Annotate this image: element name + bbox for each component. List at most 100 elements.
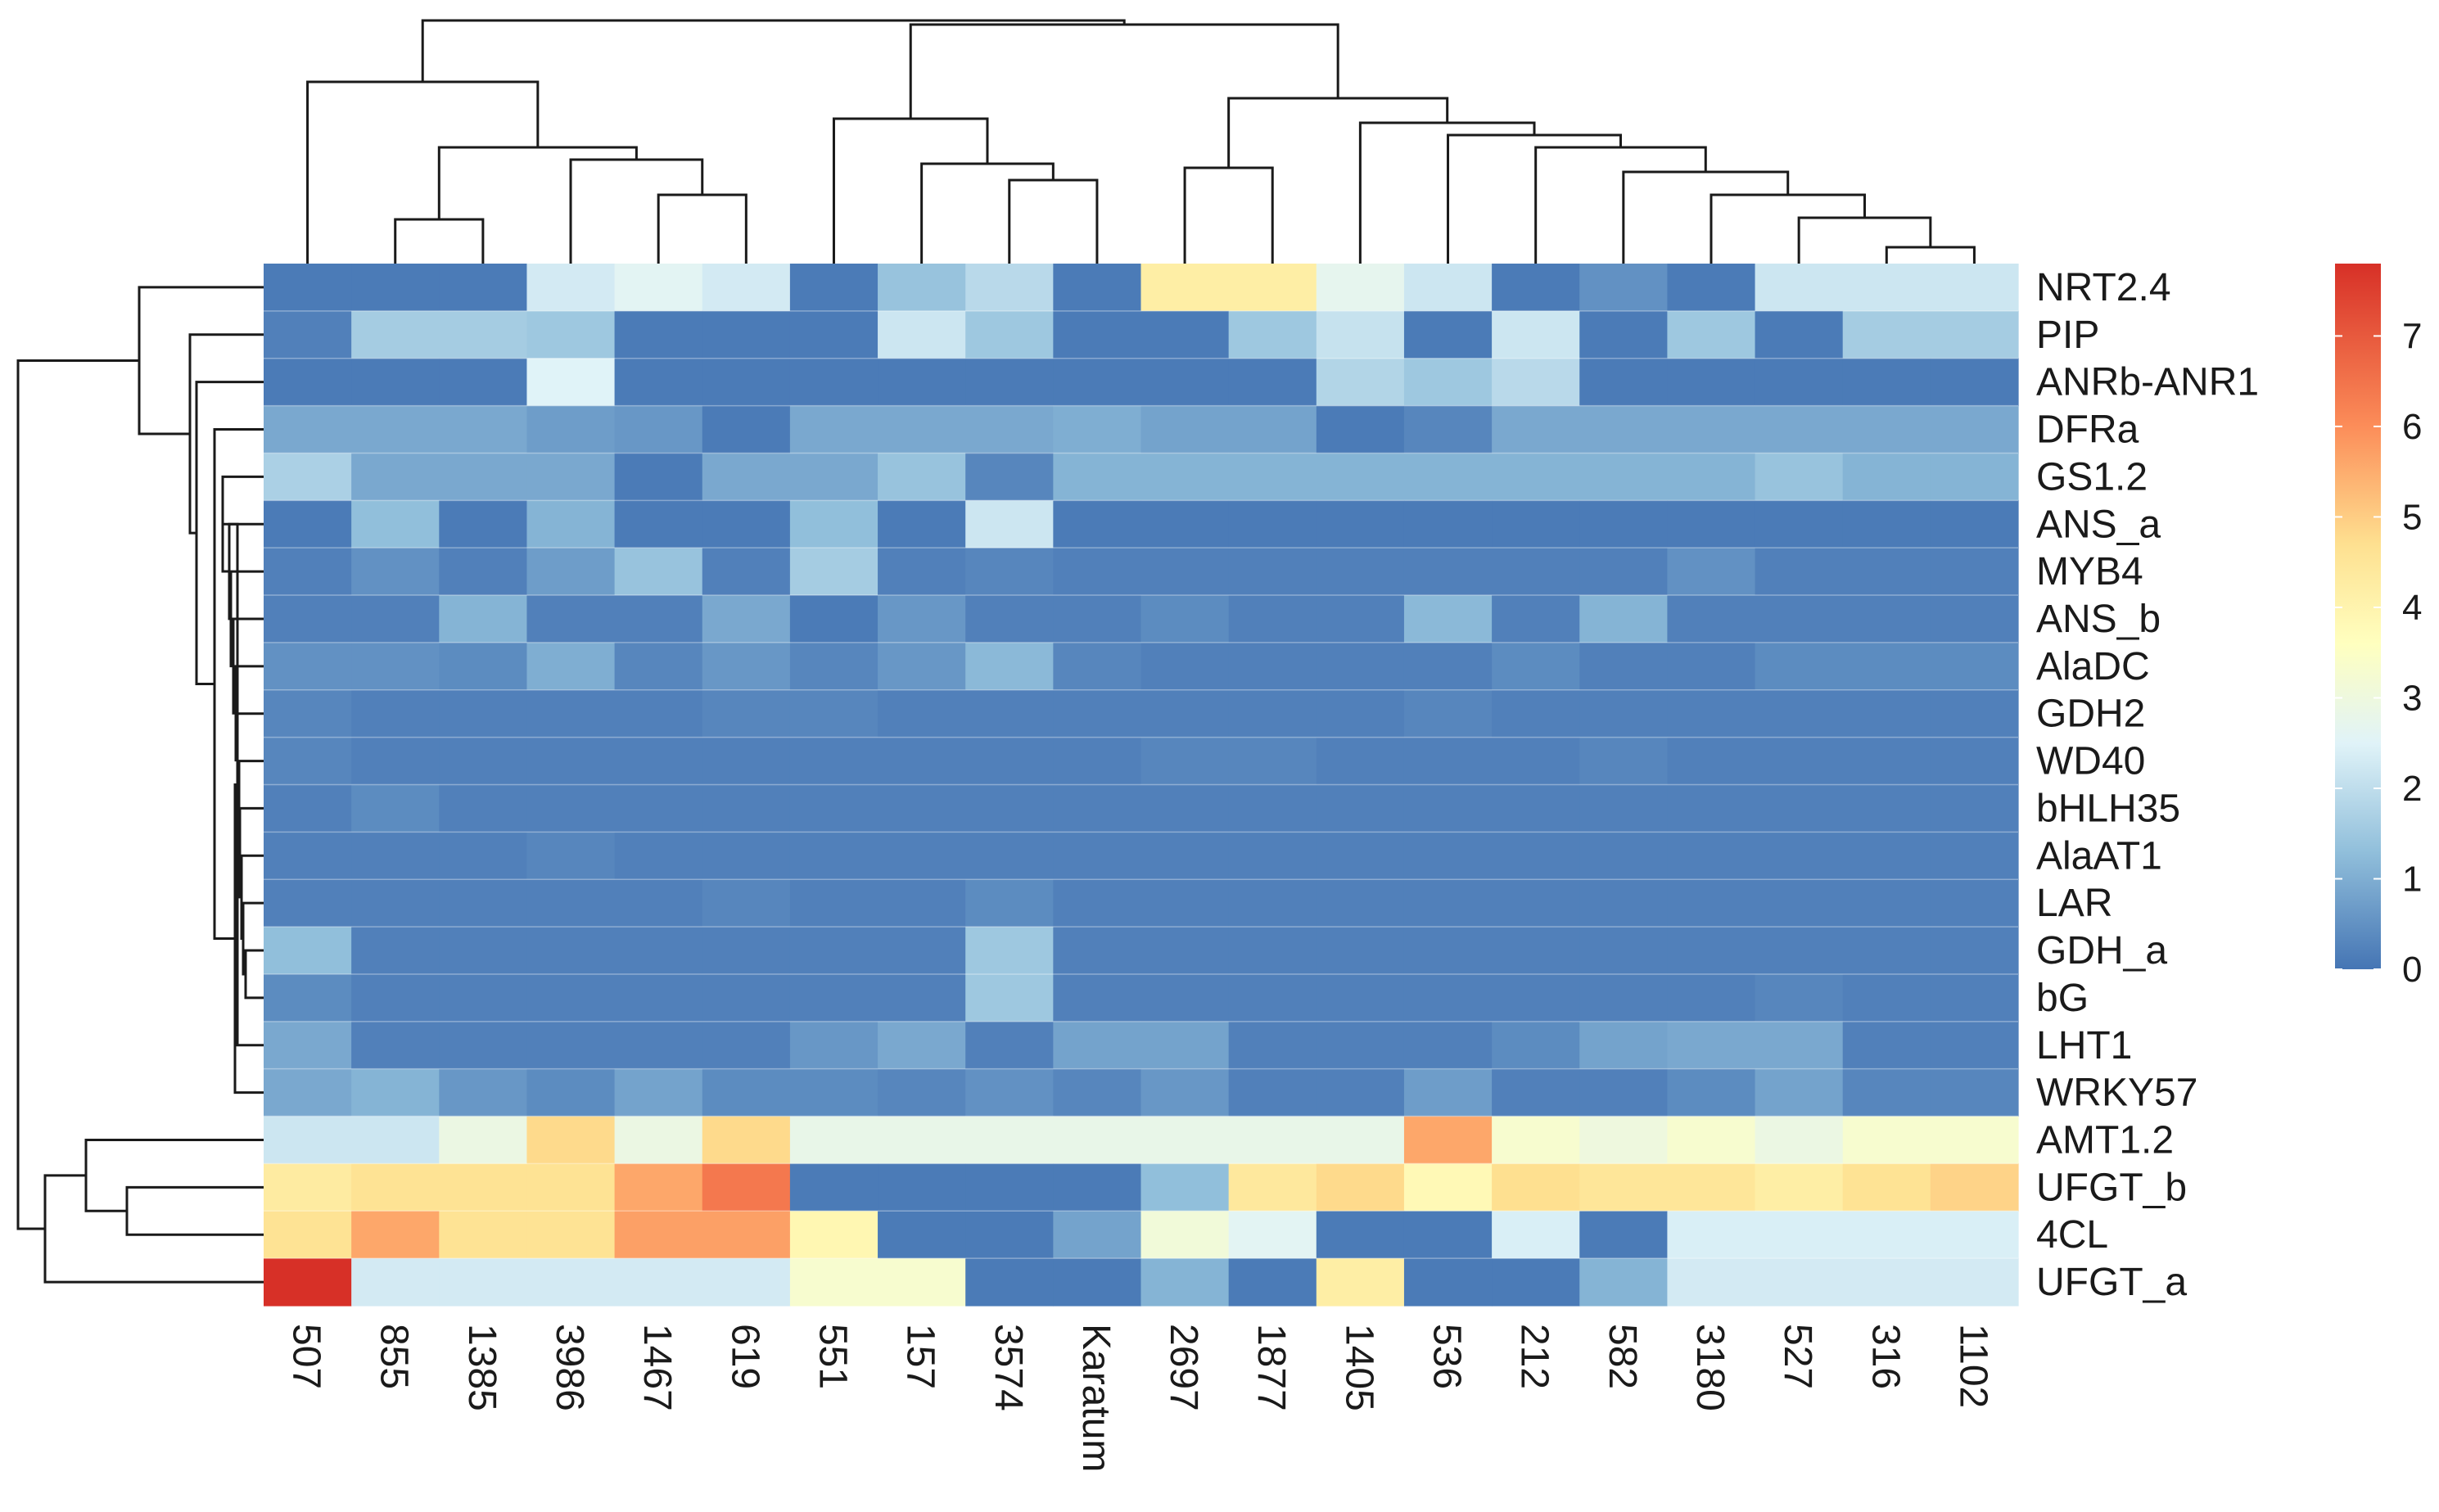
heatmap-cell: [526, 832, 616, 880]
heatmap-cell: [439, 1258, 528, 1307]
column-labels: 507 855 1385 3986 1467 619 551 157 3574 Karatum 26…: [285, 1324, 1995, 1472]
heatmap-cell: [351, 737, 440, 786]
heatmap-cell: [1579, 310, 1668, 359]
heatmap-cell: [351, 1211, 440, 1259]
heatmap-cell: [1755, 784, 1844, 833]
heatmap-cell: [878, 1021, 966, 1070]
heatmap-cell: [614, 1258, 703, 1307]
heatmap-cell: [1579, 737, 1668, 786]
heatmap-cell: [1492, 548, 1580, 596]
heatmap-cell: [526, 927, 616, 975]
heatmap-cell: [1316, 784, 1405, 833]
heatmap-cell: [789, 1163, 878, 1212]
heatmap-cell: [789, 832, 878, 880]
heatmap-cell: [1667, 832, 1756, 880]
dendrogram-branch: [1183, 166, 1274, 264]
heatmap-cell: [1316, 1068, 1405, 1117]
heatmap-cell: [264, 500, 352, 548]
dendrogram-branch: [138, 286, 264, 436]
row-label: UFGT_a: [2036, 1261, 2187, 1304]
heatmap-cell: [614, 595, 703, 643]
heatmap-cell: [702, 1258, 791, 1307]
heatmap-cell: [965, 548, 1054, 596]
heatmap-cell: [351, 1021, 440, 1070]
heatmap-cell: [1053, 642, 1142, 691]
legend-tick-label: 4: [2402, 588, 2422, 628]
heatmap-cell: [1755, 405, 1844, 454]
dendrogram-branch: [569, 158, 704, 264]
heatmap-cell: [351, 689, 440, 738]
heatmap-cell: [1140, 453, 1230, 501]
heatmap-cell: [1228, 642, 1317, 691]
heatmap-cell: [1316, 310, 1405, 359]
heatmap-cell: [1842, 595, 1931, 643]
heatmap-cell: [614, 737, 703, 786]
heatmap-cell: [1755, 1211, 1844, 1259]
heatmap-cell: [1842, 832, 1931, 880]
dendrogram-branch: [421, 19, 1126, 82]
column-label: 3574: [987, 1324, 1030, 1411]
heatmap-cell: [439, 405, 528, 454]
heatmap-cell: [1403, 973, 1493, 1022]
heatmap-cell: [351, 264, 440, 312]
heatmap-cell: [526, 405, 616, 454]
heatmap-cell: [1930, 642, 2019, 691]
heatmap-cell: [351, 927, 440, 975]
heatmap-cell: [702, 405, 791, 454]
heatmap-cell: [526, 689, 616, 738]
heatmap-cell: [1228, 879, 1317, 928]
heatmap-cell: [1492, 264, 1580, 312]
heatmap-cell: [264, 1116, 352, 1165]
heatmap-cell: [1755, 264, 1844, 312]
row-labels: NRT2.4 PIPANRb-ANR1DFRaGS1.2ANS_aMYB4ANS_…: [2036, 266, 2259, 1304]
heatmap-cell: [439, 453, 528, 501]
heatmap-cell: [1053, 973, 1142, 1022]
heatmap-cell: [1755, 548, 1844, 596]
heatmap-cell: [1755, 453, 1844, 501]
heatmap-cell: [1403, 453, 1493, 501]
heatmap-cell: [1755, 642, 1844, 691]
heatmap-cell: [1755, 927, 1844, 975]
heatmap-cell: [1930, 1258, 2019, 1307]
heatmap-cell: [1316, 973, 1405, 1022]
heatmap-cell: [965, 405, 1054, 454]
heatmap-cell: [878, 689, 966, 738]
heatmap-cell: [1228, 548, 1317, 596]
heatmap-cell: [1053, 1211, 1142, 1259]
heatmap-cell: [1140, 879, 1230, 928]
row-label: AlaDC: [2036, 645, 2150, 688]
heatmap-cell: [702, 1116, 791, 1165]
heatmap-cell: [264, 879, 352, 928]
heatmap-cell: [1842, 453, 1931, 501]
heatmap-cell: [1403, 595, 1493, 643]
heatmap-cell: [789, 595, 878, 643]
legend-tick-label: 3: [2402, 678, 2422, 718]
heatmap-cell: [1755, 879, 1844, 928]
heatmap-cell: [1403, 1021, 1493, 1070]
heatmap-cell: [1140, 784, 1230, 833]
heatmap-cell: [614, 1211, 703, 1259]
heatmap-cell: [1579, 927, 1668, 975]
heatmap-cell: [351, 310, 440, 359]
heatmap-cell: [1140, 500, 1230, 548]
heatmap-cell: [526, 595, 616, 643]
heatmap-cell: [614, 927, 703, 975]
column-label: 316: [1863, 1324, 1907, 1389]
heatmap-cell: [614, 879, 703, 928]
heatmap-cell: [351, 548, 440, 596]
heatmap-cell: [789, 264, 878, 312]
heatmap-cell: [878, 1116, 966, 1165]
heatmap-cell: [439, 1211, 528, 1259]
heatmap-cell: [1579, 642, 1668, 691]
heatmap-cell: [1930, 927, 2019, 975]
heatmap-cell: [1053, 927, 1142, 975]
column-label: 1102: [1951, 1324, 1994, 1408]
heatmap-cell: [526, 1021, 616, 1070]
heatmap-cell: [1930, 1211, 2019, 1259]
heatmap-cell: [1140, 358, 1230, 407]
heatmap-cell: [1842, 1258, 1931, 1307]
heatmap-cell: [878, 1163, 966, 1212]
heatmap-cell: [439, 1163, 528, 1212]
heatmap-cell: [1140, 1116, 1230, 1165]
heatmap-cell: [789, 548, 878, 596]
